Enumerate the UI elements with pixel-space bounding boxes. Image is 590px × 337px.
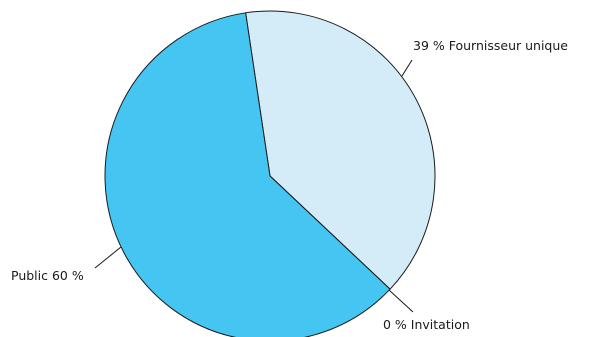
leader-line-invitation xyxy=(388,289,414,313)
leader-line-public xyxy=(94,246,122,269)
pie-slices xyxy=(104,10,436,337)
pie-slice-2 xyxy=(104,12,391,337)
pie-slice-0 xyxy=(245,10,436,290)
slice-label-invitation: 0 % Invitation xyxy=(383,317,470,332)
leader-lines xyxy=(94,59,414,313)
leader-line-fournisseur-unique xyxy=(401,59,413,77)
slice-label-fournisseur-unique: 39 % Fournisseur unique xyxy=(413,38,568,53)
pie-labels: 39 % Fournisseur unique 0 % Invitation P… xyxy=(11,38,568,332)
slice-label-public: Public 60 % xyxy=(11,268,84,283)
